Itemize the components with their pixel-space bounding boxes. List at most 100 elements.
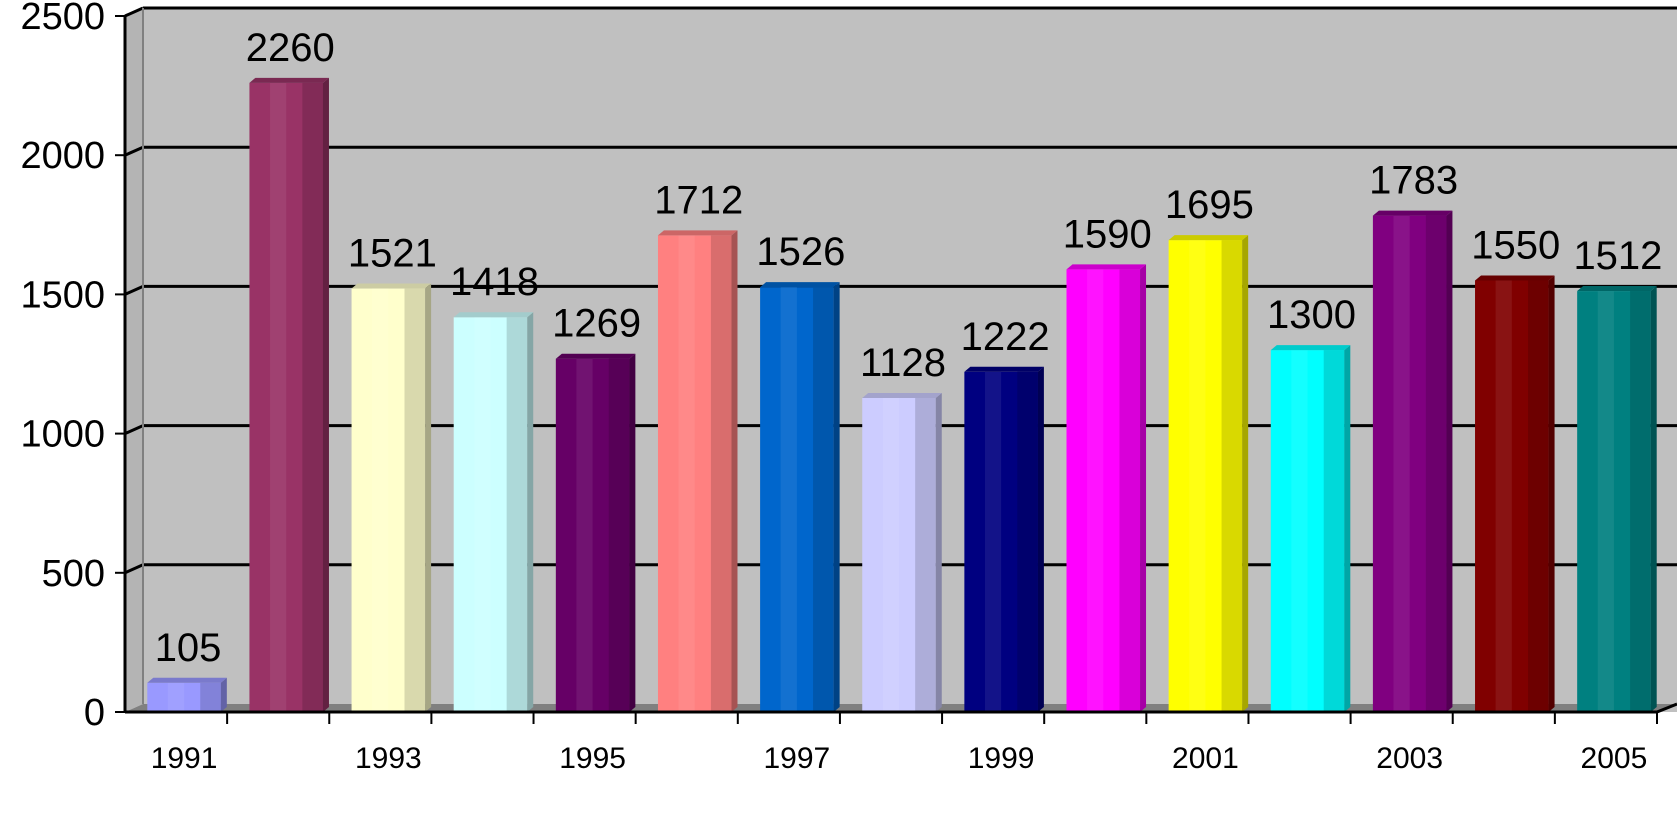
- bar-highlight: [1393, 215, 1410, 712]
- bar-top: [964, 366, 1044, 372]
- bar-highlight: [780, 287, 797, 712]
- bar-side: [220, 677, 227, 712]
- bar-shade: [200, 682, 221, 712]
- data-label: 2260: [246, 26, 335, 70]
- x-tick-label: 1991: [151, 742, 218, 775]
- bar-group: [862, 392, 942, 712]
- bar-shade: [1119, 269, 1141, 712]
- data-label: 1695: [1165, 183, 1254, 227]
- bar-side: [731, 230, 738, 712]
- bar-shade: [302, 82, 323, 713]
- bar-top: [862, 392, 942, 398]
- bar-group: [555, 353, 636, 712]
- bar-top: [657, 230, 738, 236]
- bar-side: [1344, 345, 1351, 712]
- data-label: 1712: [654, 178, 743, 222]
- bar-side: [1037, 366, 1044, 712]
- data-label: 1512: [1573, 234, 1662, 278]
- bar-group: [147, 677, 227, 712]
- data-label: 1128: [860, 341, 946, 385]
- bar-highlight: [1087, 269, 1104, 712]
- y-tick-label: 2500: [20, 0, 105, 38]
- bar-top: [1270, 345, 1351, 351]
- y-axis-tick-labels: 0 500 1000 1500 2000 2500: [20, 0, 105, 734]
- x-axis-tick-labels: 1991 1993 1995 1997 1999 2001 2003 2005: [151, 742, 1648, 775]
- bar-highlight: [1291, 350, 1308, 712]
- data-label: 1590: [1063, 212, 1152, 256]
- bar-group: [657, 230, 738, 712]
- x-tick-label: 2001: [1172, 742, 1239, 775]
- bar-top: [351, 283, 432, 289]
- bar-side: [1140, 264, 1147, 712]
- data-label: 1550: [1471, 223, 1560, 267]
- bar-shade: [1630, 291, 1651, 712]
- gridline-side: [124, 145, 144, 157]
- bar-side: [629, 353, 636, 712]
- bar-highlight: [1597, 291, 1614, 712]
- bar-group: [1270, 345, 1351, 712]
- bar-shade: [404, 288, 426, 712]
- bar-group: [351, 283, 432, 712]
- bar-top: [1168, 235, 1249, 241]
- side-wall: [125, 8, 143, 712]
- y-tick-label: 500: [42, 553, 105, 595]
- data-label: 1521: [348, 232, 437, 276]
- gridline-side: [124, 424, 144, 435]
- data-label: 1526: [756, 230, 845, 274]
- bar-highlight: [678, 235, 695, 712]
- bar-shade: [1017, 371, 1038, 712]
- bar-group: [964, 366, 1044, 712]
- y-tick-label: 0: [84, 692, 105, 734]
- gridline-side: [124, 563, 144, 575]
- data-labels: 105 2260 1521 1418 1269 1712 1526 1128 1222 1590 1…: [155, 26, 1663, 670]
- bar-side: [527, 312, 534, 712]
- y-tick-label: 1000: [20, 414, 105, 456]
- y-tick-label: 1500: [20, 274, 105, 316]
- bar-top: [1577, 286, 1657, 292]
- y-tick-label: 2000: [20, 135, 105, 177]
- bar-group: [249, 77, 329, 713]
- bar-highlight: [270, 82, 287, 713]
- data-label: 1222: [961, 315, 1050, 359]
- bar-shade: [506, 317, 528, 712]
- bar-highlight: [372, 288, 389, 712]
- bar-shade: [915, 397, 936, 712]
- bar-group: [760, 282, 840, 712]
- bar-top: [453, 312, 534, 318]
- data-label: 1418: [450, 260, 539, 304]
- bar-top: [147, 677, 227, 683]
- data-label: 1269: [552, 302, 641, 346]
- x-tick-label: 1997: [763, 742, 830, 775]
- bar-side: [425, 283, 432, 712]
- data-label: 1300: [1267, 293, 1356, 337]
- x-tick-label: 1993: [355, 742, 422, 775]
- data-label: 105: [155, 626, 222, 670]
- bar-group: [1168, 235, 1249, 712]
- bar-top: [555, 353, 636, 359]
- bar-side: [935, 392, 942, 712]
- bar-side: [322, 77, 329, 713]
- bar-highlight: [576, 358, 593, 712]
- axes: [115, 8, 1677, 724]
- x-tick-label: 1999: [968, 742, 1035, 775]
- bar-side: [1446, 210, 1453, 712]
- bar-shade: [1221, 240, 1243, 712]
- bar-highlight: [984, 371, 1002, 712]
- bar-side: [833, 282, 840, 712]
- x-tick-label: 1995: [559, 742, 626, 775]
- x-tick-label: 2005: [1581, 742, 1648, 775]
- bar-highlight: [474, 317, 491, 712]
- bar-top: [1372, 210, 1453, 216]
- bar-top: [249, 77, 329, 83]
- gridline-side: [124, 285, 144, 296]
- bar-shade: [1527, 280, 1549, 712]
- bar-shade: [1425, 215, 1447, 712]
- bar-top: [760, 282, 840, 288]
- bar-side: [1650, 286, 1657, 712]
- x-axis-line-depth: [1656, 702, 1677, 714]
- bar-side: [1242, 235, 1249, 712]
- bar-side: [1548, 275, 1555, 712]
- bar-shade: [608, 358, 630, 712]
- bar-shade: [813, 287, 834, 712]
- bar-group: [1372, 210, 1453, 712]
